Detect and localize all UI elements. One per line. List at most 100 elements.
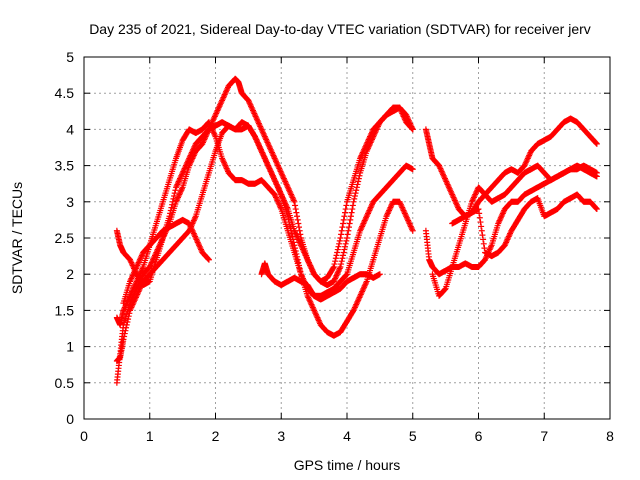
y-tick-label: 3 — [66, 194, 74, 210]
data-point — [349, 202, 356, 209]
data-point — [343, 202, 350, 209]
y-tick-label: 1 — [66, 339, 74, 355]
x-tick-label: 8 — [606, 428, 614, 444]
y-tick-label: 0.5 — [55, 375, 75, 391]
data-point — [126, 310, 133, 317]
data-point — [345, 224, 352, 231]
data-point — [409, 166, 416, 173]
data-point — [124, 318, 131, 325]
data-point — [479, 232, 486, 239]
series-track-5 — [120, 216, 212, 307]
x-tick-label: 0 — [80, 428, 88, 444]
data-point — [123, 321, 130, 328]
data-point — [284, 213, 291, 220]
data-point — [353, 187, 360, 194]
data-point — [347, 213, 354, 220]
y-tick-label: 4.5 — [55, 85, 75, 101]
series-track-9 — [429, 162, 600, 299]
series-track-1 — [113, 75, 416, 386]
data-point — [478, 227, 485, 234]
data-point — [167, 210, 174, 217]
data-point — [297, 268, 304, 275]
axis-ticks — [83, 56, 611, 420]
data-point — [293, 250, 300, 257]
data-point — [347, 216, 354, 223]
data-point — [294, 216, 301, 223]
data-point — [292, 206, 299, 213]
x-axis-label: GPS time / hours — [294, 457, 401, 473]
data-point — [293, 209, 300, 216]
data-point — [335, 243, 342, 250]
data-point — [121, 330, 128, 337]
data-point — [340, 249, 347, 256]
data-point — [286, 221, 293, 228]
data-point — [342, 209, 349, 216]
data-point — [340, 220, 347, 227]
y-tick-label: 3.5 — [55, 158, 75, 174]
data-point — [409, 126, 416, 133]
data-point — [341, 213, 348, 220]
data-point — [168, 204, 175, 211]
data-point — [123, 324, 130, 331]
data-point — [338, 258, 345, 265]
y-tick-label: 1.5 — [55, 302, 75, 318]
data-point — [332, 258, 339, 265]
data-point — [292, 202, 299, 209]
data-point — [338, 231, 345, 238]
data-point — [294, 256, 301, 263]
data-point — [170, 195, 177, 202]
data-point — [296, 265, 303, 272]
data-point — [346, 220, 353, 227]
data-point — [341, 246, 348, 253]
data-point — [166, 213, 173, 220]
data-point — [169, 198, 176, 205]
data-point — [334, 249, 341, 256]
x-tick-label: 5 — [409, 428, 417, 444]
data-point — [291, 242, 298, 249]
data-point — [290, 236, 297, 243]
x-tick-label: 2 — [212, 428, 220, 444]
data-point — [344, 235, 350, 241]
series-track-4 — [113, 122, 416, 365]
data-point — [355, 175, 362, 182]
data-point — [125, 316, 132, 323]
data-point — [354, 181, 361, 188]
chart-title: Day 235 of 2021, Sidereal Day-to-day VTE… — [89, 21, 591, 37]
data-point — [338, 261, 345, 268]
data-point — [287, 224, 294, 231]
x-tick-label: 1 — [146, 428, 154, 444]
data-point — [340, 216, 347, 223]
data-point — [476, 214, 483, 221]
data-point — [296, 224, 303, 231]
data-point — [331, 261, 338, 268]
y-tick-label: 2.5 — [55, 230, 75, 246]
data-point — [167, 207, 174, 214]
data-point — [171, 190, 178, 197]
data-point — [342, 243, 349, 250]
data-point — [348, 209, 355, 216]
data-point — [295, 220, 302, 227]
data-point — [121, 333, 128, 340]
data-point — [343, 237, 350, 244]
data-point — [342, 240, 349, 247]
data-point — [337, 235, 344, 241]
data-point — [339, 224, 346, 231]
data-point — [344, 231, 351, 238]
data-point — [290, 239, 297, 246]
data-point — [338, 227, 345, 234]
data-point — [353, 184, 360, 191]
data-point — [356, 172, 363, 179]
data-point — [169, 201, 176, 208]
data-point — [333, 252, 340, 259]
data-point — [337, 263, 344, 270]
data-point — [172, 187, 179, 194]
data-point — [478, 223, 485, 230]
data-point — [334, 246, 341, 253]
data-point — [339, 255, 346, 262]
x-tick-label: 7 — [540, 428, 548, 444]
series-track-3 — [113, 119, 416, 328]
data-point — [340, 252, 347, 259]
data-point — [409, 227, 416, 234]
y-tick-label: 2 — [66, 266, 74, 282]
